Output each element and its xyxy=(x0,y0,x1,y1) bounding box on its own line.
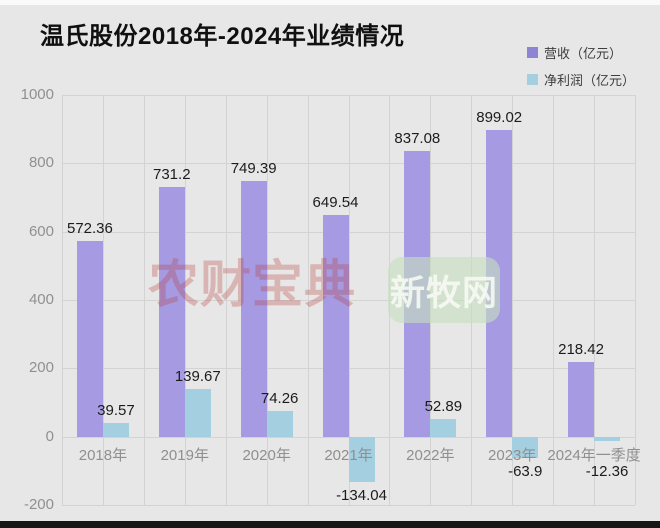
revenue-value-label-4: 837.08 xyxy=(394,129,441,147)
y-axis-tick-label: -200 xyxy=(23,496,54,513)
y-axis-tick-label: 0 xyxy=(45,427,54,445)
gridline-vertical xyxy=(553,95,555,505)
gridline-vertical xyxy=(266,95,268,505)
profit-bar-1 xyxy=(184,388,211,437)
legend-swatch-icon-0 xyxy=(527,47,538,58)
gridline-vertical xyxy=(102,95,104,505)
legend-item-label-1: 净利润（亿元） xyxy=(544,73,636,88)
profit-value-label-6: -12.36 xyxy=(585,462,629,480)
profit-bar-5 xyxy=(512,436,539,459)
profit-value-label-2: 74.26 xyxy=(260,390,299,408)
revenue-value-label-1: 731.2 xyxy=(153,165,191,183)
profit-value-label-0: 39.57 xyxy=(97,402,135,420)
profit-bar-2 xyxy=(266,411,293,437)
profit-bar-0 xyxy=(102,423,129,437)
profit-value-label-4: 52.89 xyxy=(424,397,463,415)
revenue-bar-2 xyxy=(240,180,267,437)
y-axis-tick-label: 400 xyxy=(28,291,54,308)
legend-item-0: 营收（亿元） xyxy=(527,43,635,62)
y-axis-tick-label: 1000 xyxy=(20,86,54,103)
revenue-bar-3 xyxy=(322,214,349,437)
x-axis-label-4: 2022年 xyxy=(406,446,455,464)
y-axis-tick-label: 600 xyxy=(28,222,54,240)
legend-item-label-0: 营收（亿元） xyxy=(544,46,623,61)
profit-bar-6 xyxy=(594,436,621,441)
gridline-vertical xyxy=(184,95,186,505)
revenue-bar-0 xyxy=(76,241,103,437)
profit-bar-3 xyxy=(348,436,375,483)
profit-value-label-5: -63.9 xyxy=(508,463,543,481)
revenue-value-label-6: 218.42 xyxy=(558,341,604,359)
revenue-value-label-3: 649.54 xyxy=(312,193,359,211)
x-axis-label-5: 2023年 xyxy=(488,446,537,464)
gridline-vertical xyxy=(62,95,63,505)
revenue-value-label-5: 899.02 xyxy=(476,108,523,126)
legend: 营收（亿元） 净利润（亿元） xyxy=(527,43,635,89)
profit-bar-4 xyxy=(430,418,457,437)
x-axis-label-2: 2020年 xyxy=(242,446,291,464)
watermark-xinmu-text: 新牧网 xyxy=(389,273,498,313)
gridline-vertical xyxy=(635,95,636,505)
legend-swatch-icon-1 xyxy=(527,74,538,85)
gridline-vertical xyxy=(307,95,309,505)
x-axis-label-1: 2019年 xyxy=(160,446,209,464)
revenue-bar-6 xyxy=(568,362,595,437)
gridline-horizontal xyxy=(62,505,635,506)
gridline-vertical xyxy=(348,95,350,505)
y-axis-tick-label: 800 xyxy=(28,154,54,172)
revenue-bar-1 xyxy=(158,186,185,437)
gridline-vertical xyxy=(225,95,227,505)
bottom-border-strip xyxy=(0,521,660,528)
top-border-strip xyxy=(0,0,660,5)
chart-title: 温氏股份2018年-2024年业绩情况 xyxy=(40,23,405,50)
profit-value-label-1: 139.67 xyxy=(174,367,221,385)
gridline-vertical xyxy=(594,95,596,505)
gridline-vertical xyxy=(143,95,145,505)
x-axis-label-0: 2018年 xyxy=(78,446,128,464)
revenue-value-label-2: 749.39 xyxy=(230,159,277,177)
gridline-vertical xyxy=(512,95,514,505)
x-axis-label-6: 2024年一季度 xyxy=(547,446,641,464)
x-axis-label-3: 2021年 xyxy=(324,446,373,464)
y-axis-tick-label: 200 xyxy=(28,359,54,377)
revenue-value-label-0: 572.36 xyxy=(66,220,113,238)
legend-item-1: 净利润（亿元） xyxy=(527,70,635,89)
profit-value-label-3: -134.04 xyxy=(336,487,387,505)
watermark-nongcai-baodian: 农财宝典 xyxy=(148,256,357,313)
watermark-xinmu-badge: 新牧网 xyxy=(388,257,500,323)
